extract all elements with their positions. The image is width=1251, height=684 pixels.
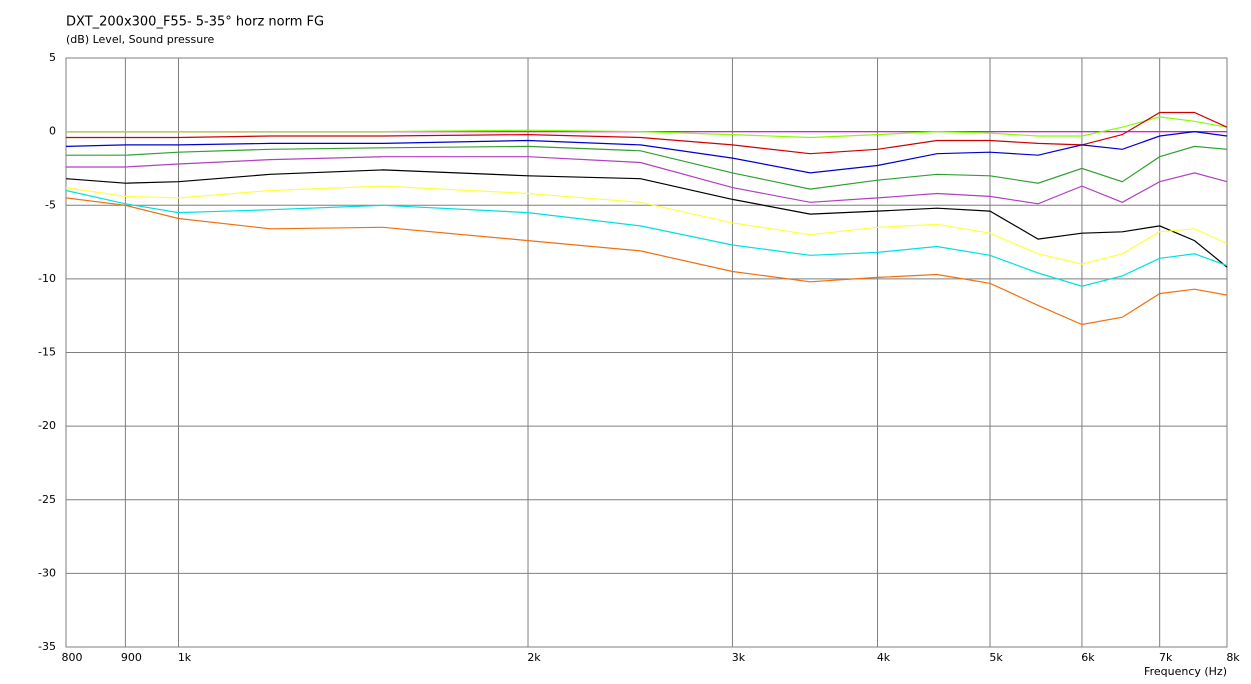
series-line [65,185,1228,265]
plot-frame [65,57,1228,648]
chart-subtitle: (dB) Level, Sound pressure [66,33,215,46]
x-tick-label: 4k [877,651,891,664]
x-tick-label: 800 [62,651,83,664]
series-line [65,189,1228,287]
x-tick-label: 1k [178,651,192,664]
series-line [66,111,1228,155]
x-tick-label: 5k [989,651,1003,664]
y-tick-label: -20 [38,419,56,432]
series-line [65,169,1228,268]
y-tick-label: -35 [38,640,56,653]
x-tick-label: 6k [1081,651,1095,664]
series-line [66,145,1228,190]
y-tick-label: -5 [45,198,56,211]
x-tick-label: 900 [121,651,142,664]
x-tick-label: 7k [1159,651,1173,664]
y-tick-label: 5 [49,51,56,64]
x-tick-label: 3k [732,651,746,664]
y-tick-label: -25 [38,493,56,506]
y-tick-label: -10 [38,272,56,285]
y-tick-label: 0 [49,125,56,138]
series-line [65,130,1228,174]
series-line [65,197,1228,326]
x-tick-label: 2k [527,651,541,664]
x-axis-label: Frequency (Hz) [1144,665,1227,678]
series-line [66,116,1228,139]
x-tick-label: 8k [1226,651,1240,664]
series-line [66,156,1228,205]
y-tick-label: -15 [38,346,56,359]
chart-title: DXT_200x300_F55- 5-35° horz norm FG [66,15,324,30]
y-tick-label: -30 [38,566,56,579]
